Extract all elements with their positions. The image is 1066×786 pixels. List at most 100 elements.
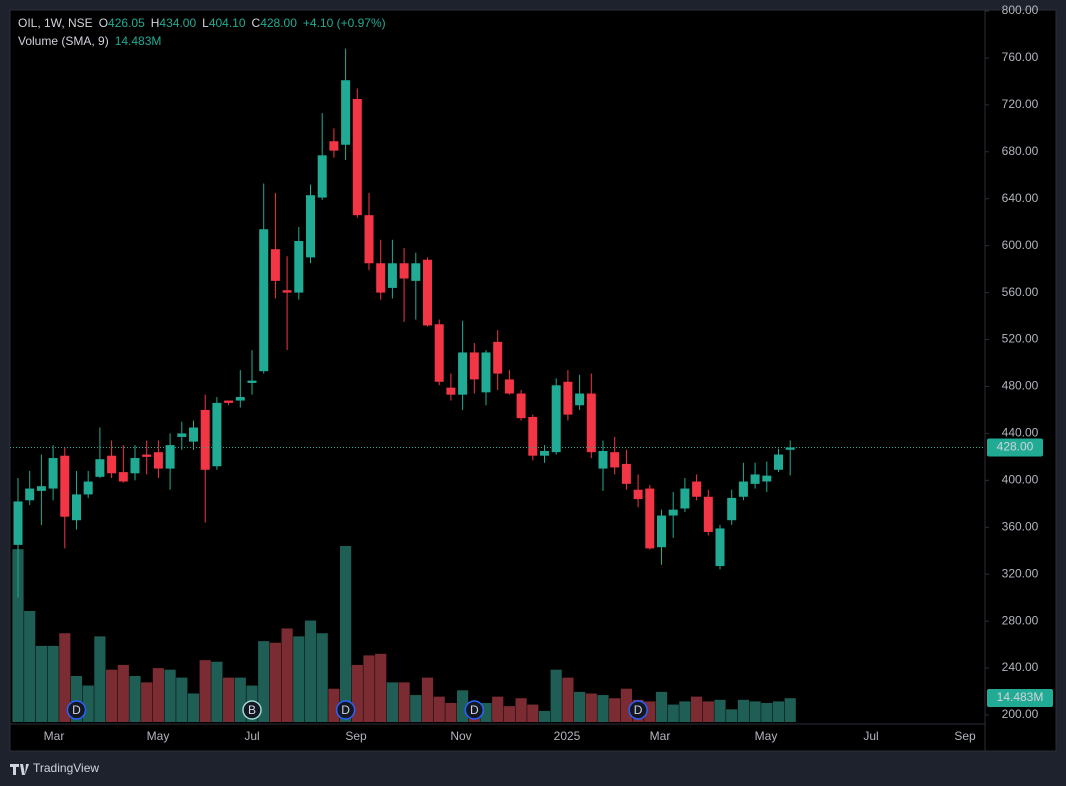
- volume-bar: [503, 706, 515, 722]
- candle-body: [200, 409, 210, 470]
- volume-bar: [749, 701, 761, 722]
- event-marker: [335, 700, 356, 720]
- symbol: OIL, 1W, NSE: [18, 16, 93, 30]
- y-tick-label: 320.00: [1002, 566, 1039, 580]
- candle-body: [48, 458, 58, 489]
- candle-body: [107, 455, 117, 474]
- candle-body: [423, 259, 432, 326]
- brand: TradingView: [33, 761, 99, 775]
- volume-bar: [433, 696, 445, 722]
- volume-bar: [726, 709, 738, 722]
- volume-bar: [527, 704, 539, 722]
- volume-bar: [304, 620, 317, 722]
- volume-bar: [363, 655, 375, 722]
- volume-bar: [141, 682, 153, 722]
- candle-body: [703, 496, 713, 532]
- event-marker: [66, 700, 87, 720]
- candle-body: [715, 528, 725, 566]
- y-tick-label: 520.00: [1002, 332, 1039, 346]
- candle-body: [259, 229, 269, 372]
- candle-body: [364, 215, 374, 264]
- candle-body: [540, 451, 549, 456]
- volume-bar: [702, 701, 714, 722]
- volume-bar: [281, 628, 293, 722]
- candle-body: [434, 324, 444, 382]
- event-marker: [628, 700, 648, 720]
- candle-body: [142, 454, 152, 457]
- candle-body: [598, 451, 608, 469]
- volume-bar: [620, 688, 632, 722]
- candle-body: [633, 489, 643, 500]
- x-tick-label: Jul: [244, 729, 259, 743]
- event-label: D: [341, 703, 350, 717]
- volume-bar: [515, 698, 527, 722]
- volume-bar: [82, 685, 94, 722]
- candle-body: [72, 494, 81, 521]
- candle-body: [306, 195, 315, 258]
- candle-body: [235, 397, 245, 401]
- candle-body: [352, 99, 362, 216]
- candle-body: [130, 458, 140, 474]
- volume-bar: [550, 669, 562, 722]
- candle-body: [270, 249, 280, 281]
- volume-bar: [784, 698, 796, 722]
- candle-body: [294, 240, 304, 293]
- logo[interactable]: TradingView: [10, 761, 99, 775]
- candle-body: [750, 474, 760, 484]
- volume-bar: [679, 701, 691, 722]
- volume-bar: [269, 642, 281, 722]
- x-tick-label: Sep: [954, 729, 976, 743]
- change: +4.10 (+0.97%): [303, 16, 386, 30]
- volume-bar: [609, 698, 621, 722]
- volume-bar: [12, 549, 24, 722]
- y-tick-label: 440.00: [1002, 426, 1039, 440]
- volume-bar: [328, 688, 340, 722]
- x-tick-label: Mar: [44, 729, 65, 743]
- volume-bar: [24, 611, 36, 722]
- volume-bar: [457, 690, 469, 722]
- x-tick-label: Mar: [650, 729, 671, 743]
- volume-bar: [492, 696, 504, 722]
- volume-bar: [106, 669, 118, 722]
- candle-body: [563, 381, 573, 415]
- y-tick-label: 760.00: [1002, 50, 1039, 64]
- candle-body: [165, 445, 175, 469]
- candle-body: [36, 486, 46, 491]
- candle-body: [458, 352, 468, 395]
- candle-body: [411, 263, 421, 281]
- event-marker: [242, 700, 262, 720]
- candle-body: [83, 481, 93, 495]
- volume-bar: [199, 660, 211, 722]
- x-tick-label: 2025: [554, 729, 581, 743]
- volume-bar: [129, 676, 141, 722]
- volume-bar: [316, 633, 328, 722]
- y-tick-label: 640.00: [1002, 191, 1039, 205]
- volume-bar: [94, 636, 106, 722]
- y-tick-label: 600.00: [1002, 238, 1039, 252]
- y-tick-label: 560.00: [1002, 285, 1039, 299]
- candle-body: [610, 452, 620, 468]
- volume-legend: Volume (SMA, 9) 14.483M: [18, 34, 161, 48]
- volume-bar: [223, 677, 235, 722]
- volume-bar: [340, 546, 352, 722]
- low: 404.10: [209, 16, 246, 30]
- y-tick-label: 200.00: [1002, 707, 1039, 721]
- candle-body: [118, 472, 128, 482]
- plot: 200.00 240.00 280.00 320.00 360.00 400.00 440.…: [10, 3, 1053, 743]
- y-tick-label: 240.00: [1002, 660, 1039, 674]
- volume-bar: [164, 669, 176, 722]
- candle-body: [692, 481, 702, 497]
- event-label: D: [634, 703, 643, 717]
- x-tick-label: Sep: [345, 729, 367, 743]
- event-marker: [464, 700, 485, 720]
- candle-body: [504, 379, 514, 394]
- volume-bar: [655, 691, 668, 722]
- y-tick-label: 360.00: [1002, 519, 1039, 533]
- volume-bar: [176, 677, 188, 722]
- volume-bar: [258, 641, 270, 722]
- y-tick-label: 400.00: [1002, 473, 1039, 487]
- candle-body: [25, 488, 35, 501]
- chart-area: [9, 9, 1057, 752]
- volume-bar: [562, 677, 574, 722]
